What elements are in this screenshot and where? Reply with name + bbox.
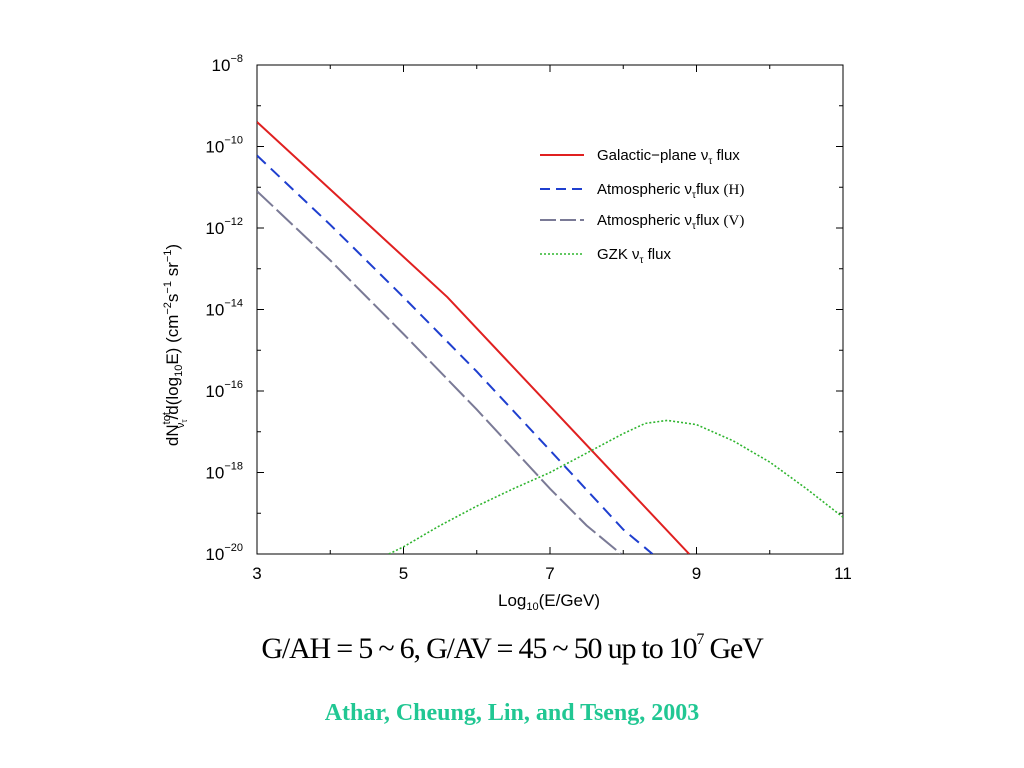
y-tick-label: 10−14 <box>205 298 243 320</box>
equation-exponent: 7 <box>696 631 704 648</box>
y-tick-label: 10−10 <box>205 135 243 157</box>
legend-label-galactic: Galactic−plane ντ flux <box>597 147 740 167</box>
flux-chart: 3 5 7 9 11 10−20 10−18 10−16 10−14 10−12 10−10 10−8… <box>161 53 852 613</box>
x-tick-label: 7 <box>545 564 554 583</box>
series-line-2 <box>257 190 622 554</box>
x-tick-label: 5 <box>399 564 408 583</box>
y-tick-label: 10−20 <box>205 542 243 564</box>
equation-text: G/AH = 5 ~ 6, G/AV = 45 ~ 50 up to 107 G… <box>0 632 1024 666</box>
legend-label-atmospheric-h: Atmospheric ντflux (H) <box>597 181 744 201</box>
x-tick-label: 3 <box>252 564 261 583</box>
x-tick-label: 9 <box>692 564 701 583</box>
series-line-0 <box>257 121 690 554</box>
equation-unit: GeV <box>703 632 764 665</box>
y-tick-label: 10−8 <box>212 53 243 75</box>
series-line-1 <box>257 154 654 554</box>
plot-area <box>256 64 844 555</box>
legend: Galactic−plane ντ flux Atmospheric ντflu… <box>540 147 744 266</box>
y-tick-label: 10−18 <box>205 461 243 483</box>
y-tick-label: 10−12 <box>205 216 243 238</box>
legend-item-gzk: GZK ντ flux <box>540 246 671 266</box>
legend-item-atmospheric-v: Atmospheric ντflux (V) <box>540 212 744 232</box>
x-axis-label: Log10(E/GeV) <box>498 591 600 613</box>
legend-label-gzk: GZK ντ flux <box>597 246 671 266</box>
legend-item-galactic: Galactic−plane ντ flux <box>540 147 740 167</box>
equation-main: G/AH = 5 ~ 6, G/AV = 45 ~ 50 up to 10 <box>261 632 697 665</box>
y-tick-label: 10−16 <box>205 379 243 401</box>
citation: Athar, Cheung, Lin, and Tseng, 2003 <box>324 700 700 726</box>
y-axis-label: dNtotντ/d(log10E) (cm−2s−1 sr−1) <box>161 244 189 446</box>
series-line-3 <box>388 419 843 554</box>
plot-frame <box>256 64 844 555</box>
series-lines <box>257 121 843 554</box>
axis-ticks: 3 5 7 9 11 10−20 10−18 10−16 10−14 10−12 10−10 10−8 <box>205 53 851 583</box>
legend-label-atmospheric-v: Atmospheric ντflux (V) <box>597 212 744 232</box>
x-tick-label: 11 <box>834 564 852 583</box>
legend-item-atmospheric-h: Atmospheric ντflux (H) <box>540 181 744 201</box>
